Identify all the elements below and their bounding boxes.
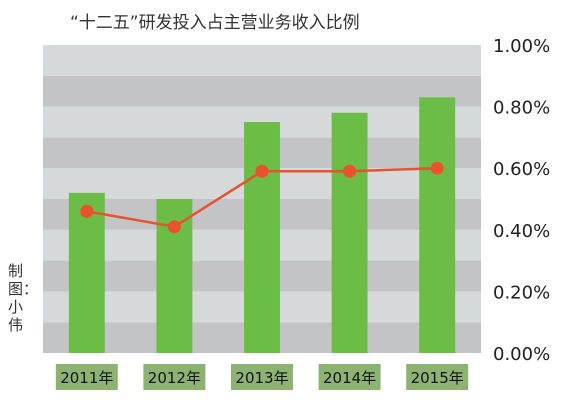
bar (244, 122, 280, 353)
bar (419, 97, 456, 353)
line-point (167, 220, 181, 234)
line-point (80, 204, 94, 218)
category-box (143, 364, 206, 390)
y-tick-label: 1.00% (493, 36, 550, 57)
bar (68, 192, 105, 353)
line-point (343, 164, 357, 178)
y-tick-label: 0.60% (493, 159, 550, 180)
y-axis: 0.00% 0.20% 0.40% 0.60% 0.80% 1.00% (493, 36, 550, 365)
line-point (430, 161, 444, 175)
line-point (255, 164, 269, 178)
x-category-label: 2011年 (60, 369, 113, 387)
x-category-label: 2013年 (235, 369, 288, 387)
y-tick-label: 0.00% (493, 344, 550, 365)
y-tick-label: 0.20% (493, 282, 550, 303)
line-series (80, 161, 444, 234)
bar-series (68, 97, 456, 353)
bar (331, 112, 368, 353)
y-tick-label: 0.40% (493, 221, 550, 242)
x-category-label: 2014年 (323, 369, 376, 387)
grid-band (43, 45, 481, 76)
y-tick-label: 0.80% (493, 98, 550, 119)
grid-band (43, 75, 481, 107)
category-box (406, 364, 469, 390)
category-box (55, 364, 118, 390)
x-category-label: 2015年 (411, 369, 464, 387)
x-category-label: 2012年 (148, 369, 201, 387)
category-box (318, 364, 381, 390)
category-box (231, 364, 293, 390)
x-axis: 2011年 2012年 2013年 2014年 2015年 (55, 364, 469, 390)
chart-title: “十二五”研发投入占主营业务收入比例 (70, 13, 360, 33)
